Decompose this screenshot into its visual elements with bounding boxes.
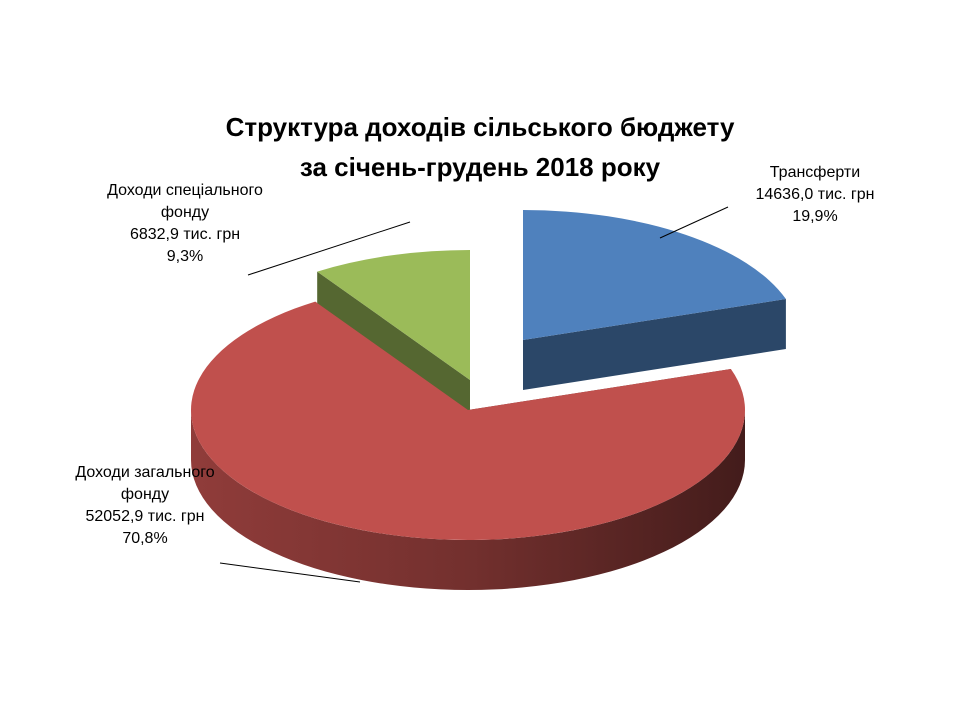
category-label: Трансферти <box>769 164 861 181</box>
data-label: Трансферти 14636,0 тис. грн 19,9% <box>735 162 895 228</box>
leader-line <box>659 206 729 239</box>
slice-side <box>191 410 745 590</box>
leader-line <box>219 562 361 583</box>
amount-label: 14636,0 тис. грн <box>755 186 875 203</box>
data-label: Доходи загального фонду 52052,9 тис. грн 7… <box>55 462 235 550</box>
percent-label: 9,3% <box>166 248 204 265</box>
category-label: Доходи спеціального фонду <box>107 182 263 221</box>
chart-title: за січень-грудень 2018 року <box>299 152 661 182</box>
category-label: Доходи загального фонду <box>75 464 215 503</box>
amount-label: 6832,9 тис. грн <box>129 226 241 243</box>
slice-wall <box>523 299 786 390</box>
amount-label: 52052,9 тис. грн <box>85 508 205 525</box>
percent-label: 70,8% <box>122 530 168 547</box>
pie-slice <box>523 210 786 340</box>
pie-slice <box>317 250 470 380</box>
leader-line <box>247 221 411 276</box>
pie-slice <box>190 301 745 540</box>
percent-label: 19,9% <box>792 208 838 225</box>
chart-title: Структура доходів сільського бюджету <box>225 112 735 142</box>
data-label: Доходи спеціального фонду 6832,9 тис. грн… <box>100 180 270 268</box>
